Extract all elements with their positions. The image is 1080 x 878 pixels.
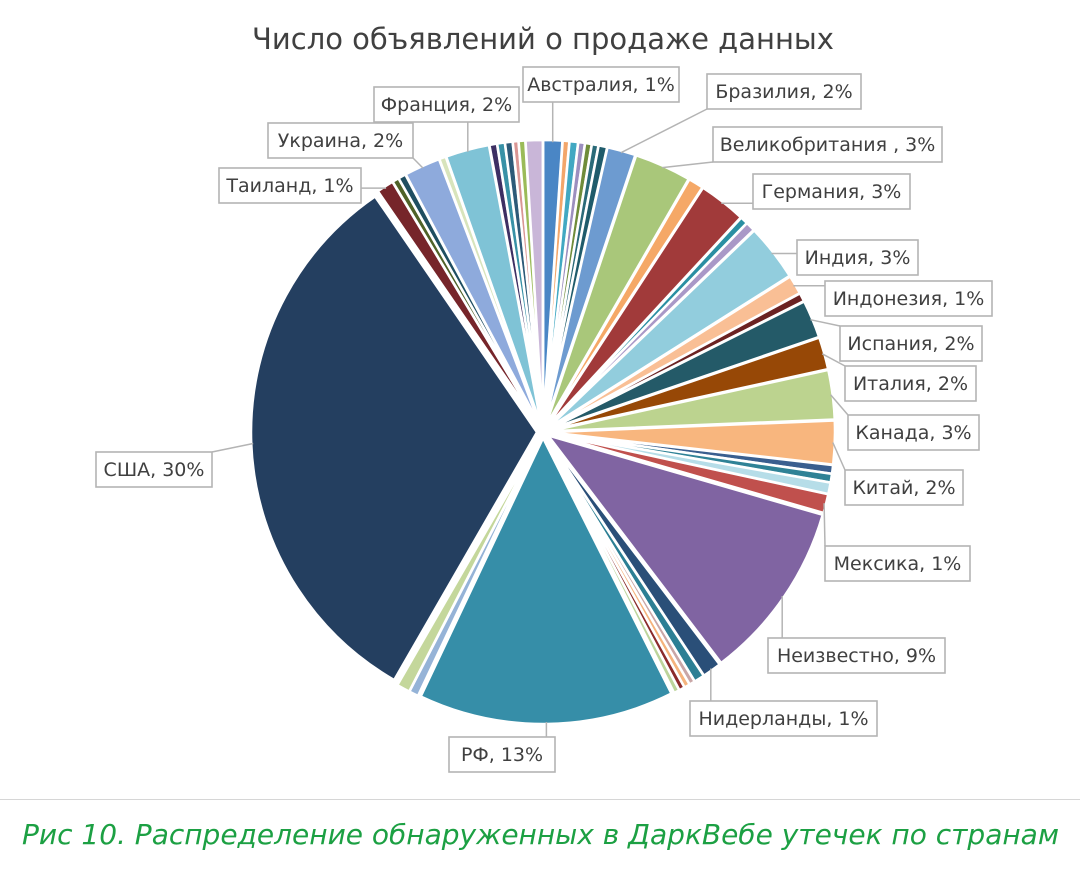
data-label-box — [267, 122, 414, 159]
data-label-box — [824, 280, 993, 317]
data-label: Великобритания , 3% — [720, 134, 936, 156]
data-label-box — [522, 66, 680, 103]
data-label-box — [712, 126, 943, 163]
label-leader-line — [412, 157, 424, 169]
data-label: Италия, 2% — [853, 373, 968, 395]
data-label: Индонезия, 1% — [833, 288, 985, 310]
label-leader-line — [832, 442, 846, 471]
pie-slice — [544, 436, 681, 695]
pie-slice — [524, 138, 545, 428]
data-label: Бразилия, 2% — [715, 81, 852, 103]
data-label-box — [824, 545, 971, 582]
chart-title: Число объявлений о продаже данных — [252, 22, 834, 56]
label-leader-line — [823, 503, 826, 547]
data-label-box — [95, 451, 213, 488]
data-label-box — [844, 365, 977, 402]
data-label-box — [839, 325, 983, 362]
caption-divider — [0, 799, 1080, 800]
pie-chart: Австралия, 1% Бразилия, 2% Великобритания … — [95, 66, 993, 773]
data-label-box — [847, 414, 980, 451]
label-leader-line — [821, 353, 846, 367]
data-label: Индия, 3% — [805, 247, 911, 269]
data-label-box — [373, 86, 520, 123]
data-label-box — [796, 239, 919, 276]
data-label: Нидерланды, 1% — [698, 708, 868, 730]
data-label: РФ, 13% — [461, 744, 543, 766]
data-label: Испания, 2% — [847, 333, 974, 355]
label-leader-line — [662, 161, 714, 169]
data-label: Украина, 2% — [278, 130, 403, 152]
data-label: США, 30% — [104, 459, 205, 481]
label-leader-line — [620, 108, 708, 154]
figure-caption: Рис 10. Распределение обнаруженных в Дар… — [22, 818, 1059, 851]
data-label: Мексика, 1% — [834, 553, 962, 575]
data-label-box — [218, 167, 362, 204]
data-label: Таиланд, 1% — [225, 175, 353, 197]
data-label: Австралия, 1% — [527, 74, 675, 96]
data-label: Неизвестно, 9% — [777, 645, 936, 667]
data-label: Китай, 2% — [852, 477, 955, 499]
data-label-box — [448, 736, 556, 773]
label-leader-line — [211, 442, 254, 453]
data-label: Франция, 2% — [381, 94, 512, 116]
data-label: Канада, 3% — [855, 422, 971, 444]
pie-slice — [396, 436, 542, 693]
data-label-box — [767, 637, 946, 674]
data-label-box — [752, 173, 911, 210]
data-label-box — [844, 469, 964, 506]
data-label-box — [689, 700, 878, 737]
pie-slice — [546, 434, 824, 665]
data-label-box — [706, 73, 862, 110]
data-label: Германия, 3% — [762, 181, 902, 203]
label-leader-line — [830, 394, 849, 416]
label-leader-line — [810, 318, 841, 327]
